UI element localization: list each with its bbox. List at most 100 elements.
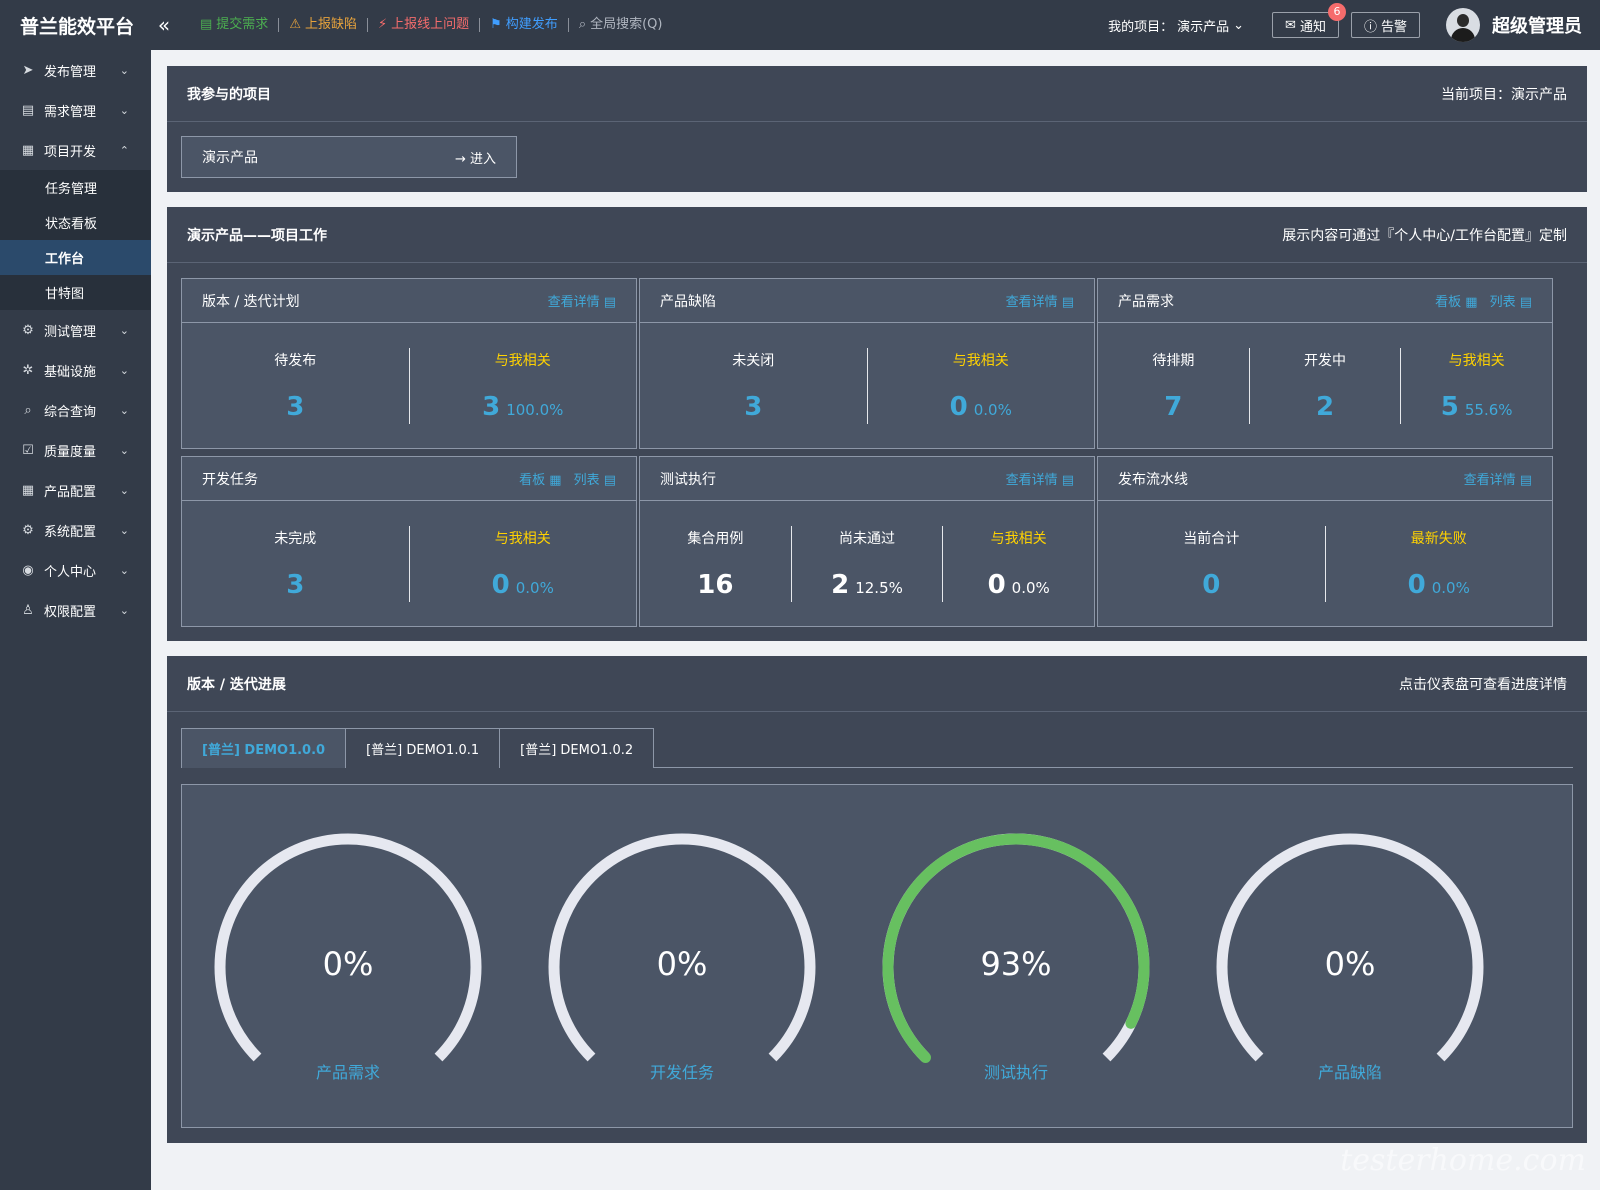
view-details-link[interactable]: 查看详情 ▤ [547,295,616,310]
chevron-down-icon: ⌄ [119,103,129,117]
stat-in-development[interactable]: 开发中 2 [1250,348,1402,424]
gauge-dev-tasks[interactable]: 0% 开发任务 [542,827,842,1107]
my-project-selector[interactable]: 我的项目： 演示产品 ⌄ [1108,17,1245,35]
list-link[interactable]: 列表 ▤ [1489,295,1532,310]
stat-related-to-me[interactable]: 与我相关 0 0.0% [949,353,1012,422]
gauges-area: 0% 产品需求 0% 开发任务 93% 测试执行 0% 产品缺陷 [181,784,1573,1128]
submit-requirement-link[interactable]: ▤ 提交需求 [190,18,280,32]
sidebar-item-system-config[interactable]: ⚙ 系统配置 ⌄ [0,510,151,550]
stat-related-to-me[interactable]: 与我相关 0 0.0% [987,531,1050,600]
stat-current-total[interactable]: 当前合计 0 [1098,526,1326,602]
chevron-down-icon: ⌄ [119,323,129,337]
sidebar-item-task-management[interactable]: 任务管理 [0,170,151,205]
stat-pending-release[interactable]: 待发布 3 [182,348,410,424]
chevron-up-icon: ⌃ [119,143,129,157]
test-icon: ⚙ [22,322,34,338]
sidebar-item-quality[interactable]: ☑ 质量度量 ⌄ [0,430,151,470]
stat-not-passed[interactable]: 尚未通过 2 12.5% [792,526,944,602]
top-bar: 普兰能效平台 « ▤ 提交需求 ⚠ 上报缺陷 ⚡ 上报线上问题 ⚑ 构建发布 ⌕ 全局搜索… [0,0,1600,50]
collapse-sidebar-icon[interactable]: « [157,13,171,37]
stat-related-to-me[interactable]: 与我相关 0 0.0% [491,531,554,600]
gauge-requirements[interactable]: 0% 产品需求 [208,827,508,1107]
current-project-label: 当前项目：演示产品 [1441,86,1567,103]
project-entry[interactable]: 演示产品 → 进入 [181,136,517,178]
stat-related-to-me[interactable]: 与我相关 5 55.6% [1440,353,1513,422]
sidebar-item-project-dev[interactable]: ▦ 项目开发 ⌃ [21,142,129,160]
avatar[interactable] [1446,8,1480,42]
gauge-label: 测试执行 [983,1063,1048,1082]
view-details-link[interactable]: 查看详情 ▤ [1463,473,1532,488]
tab-demo-1-0-2[interactable]: [普兰] DEMO1.0.2 [499,728,655,768]
sidebar-item-infrastructure[interactable]: ✲ 基础设施 ⌄ [0,350,151,390]
sidebar-item-query[interactable]: ⌕ 综合查询 ⌄ [0,390,151,430]
main-content: 我参与的项目 当前项目：演示产品 演示产品 → 进入 演示产品——项目工作 展示… [151,50,1600,1190]
panel-title: 发布流水线 [1118,471,1188,488]
panel-title: 产品需求 [1118,293,1174,310]
gauge-track [548,833,816,1062]
sidebar-item-requirements[interactable]: ▤ 需求管理 ⌄ [21,102,129,120]
gauge-label: 产品需求 [315,1063,380,1082]
view-details-link[interactable]: 查看详情 ▤ [1005,473,1074,488]
info-icon: ⓘ [1363,19,1377,35]
report-online-issue-link[interactable]: ⚡ 上报线上问题 [368,17,481,32]
chevron-down-icon: ⌄ [1233,17,1245,33]
alarm-button[interactable]: ⓘ 告警 [1350,12,1420,38]
my-projects-header: 我参与的项目 当前项目：演示产品 [167,66,1587,122]
username[interactable]: 超级管理员 [1492,16,1582,37]
panel-title: 开发任务 [202,471,258,488]
search-icon: ⌕ [24,402,32,418]
user-icon: ♙ [22,602,34,618]
gauge-defects[interactable]: 0% 产品缺陷 [1210,827,1510,1107]
list-link[interactable]: 列表 ▤ [573,473,616,488]
report-defect-link[interactable]: ⚠ 上报缺陷 [279,18,368,32]
pipeline-panel: 发布流水线 查看详情 ▤ 当前合计 0 最新失败 0 0.0% [1097,456,1553,627]
project-work-hint: 展示内容可通过『个人中心/工作台配置』定制 [1282,227,1567,244]
enter-project-link[interactable]: → 进入 [454,151,496,167]
stat-incomplete[interactable]: 未完成 3 [182,526,410,602]
test-execution-panel: 测试执行 查看详情 ▤ 集合用例 16 尚未通过 2 12.5% 与我相关 0 0.0% [639,456,1095,627]
tab-demo-1-0-0[interactable]: [普兰] DEMO1.0.0 [181,728,347,768]
sidebar-item-status-board[interactable]: 状态看板 [0,205,151,240]
chevron-down-icon: ⌄ [119,483,129,497]
sidebar-item-permissions[interactable]: ♙ 权限配置 ⌄ [0,590,151,630]
project-name: 演示产品 [202,150,258,166]
global-search-link[interactable]: ⌕ 全局搜索(Q) [578,17,663,32]
send-icon: ➤ [22,62,34,78]
build-release-link[interactable]: ⚑ 构建发布 [480,18,569,32]
view-details-link[interactable]: 查看详情 ▤ [1005,295,1074,310]
stat-related-to-me[interactable]: 与我相关 3 100.0% [482,353,564,422]
stat-unclosed[interactable]: 未关闭 3 [640,348,868,424]
iteration-progress-hint: 点击仪表盘可查看进度详情 [1399,676,1567,693]
dev-tasks-panel: 开发任务 看板 ▦ 列表 ▤ 未完成 3 与我相关 0 0.0% [181,456,637,627]
chevron-down-icon: ⌄ [119,563,129,577]
sidebar-item-test-management[interactable]: ⚙ 测试管理 ⌄ [0,310,151,350]
lightning-icon: ⚡ [377,17,388,32]
gauge-percent: 0% [1324,945,1376,983]
defects-panel: 产品缺陷 查看详情 ▤ 未关闭 3 与我相关 0 0.0% [639,278,1095,449]
gauge-test-execution[interactable]: 93% 测试执行 [876,827,1176,1107]
gauge-label: 产品缺陷 [1317,1063,1382,1082]
bug-icon: ⚠ [289,17,301,32]
stat-case-set[interactable]: 集合用例 16 [640,526,792,602]
sidebar-item-product-config[interactable]: ▦ 产品配置 ⌄ [21,482,129,500]
stat-to-schedule[interactable]: 待排期 7 [1098,348,1250,424]
sidebar-item-workbench[interactable]: 工作台 [0,240,151,275]
gauge-percent: 0% [656,945,708,983]
mail-icon: ✉ [1285,17,1296,33]
sidebar-item-release[interactable]: ➤ 发布管理 ⌄ [0,50,151,90]
board-link[interactable]: 看板 ▦ [519,473,562,488]
sidebar-item-personal-center[interactable]: ◉ 个人中心 ⌄ [0,550,151,590]
sidebar: ➤ 发布管理 ⌄ ▤ 需求管理 ⌄ ▦ 项目开发 ⌃ 任务管理 状态看板 工作台 甘特图 ⚙… [0,50,151,1190]
gauge-track [1216,833,1484,1062]
header-right: 我的项目： 演示产品 ⌄ ✉ 通知 6 ⓘ 告警 超级管理员 [1108,3,1600,42]
chevron-down-icon: ⌄ [119,603,129,617]
panel-title: 测试执行 [660,471,716,488]
sidebar-item-gantt[interactable]: 甘特图 [0,275,151,310]
stat-latest-failed[interactable]: 最新失败 0 0.0% [1407,531,1470,600]
board-link[interactable]: 看板 ▦ [1435,295,1478,310]
notify-button[interactable]: ✉ 通知 6 [1272,3,1346,38]
gauge-percent: 0% [322,945,374,983]
tab-demo-1-0-1[interactable]: [普兰] DEMO1.0.1 [345,728,501,768]
iteration-progress-card: 版本 / 迭代进展 点击仪表盘可查看进度详情 [普兰] DEMO1.0.0 [普… [167,656,1587,1143]
chevron-down-icon: ⌄ [119,63,129,77]
